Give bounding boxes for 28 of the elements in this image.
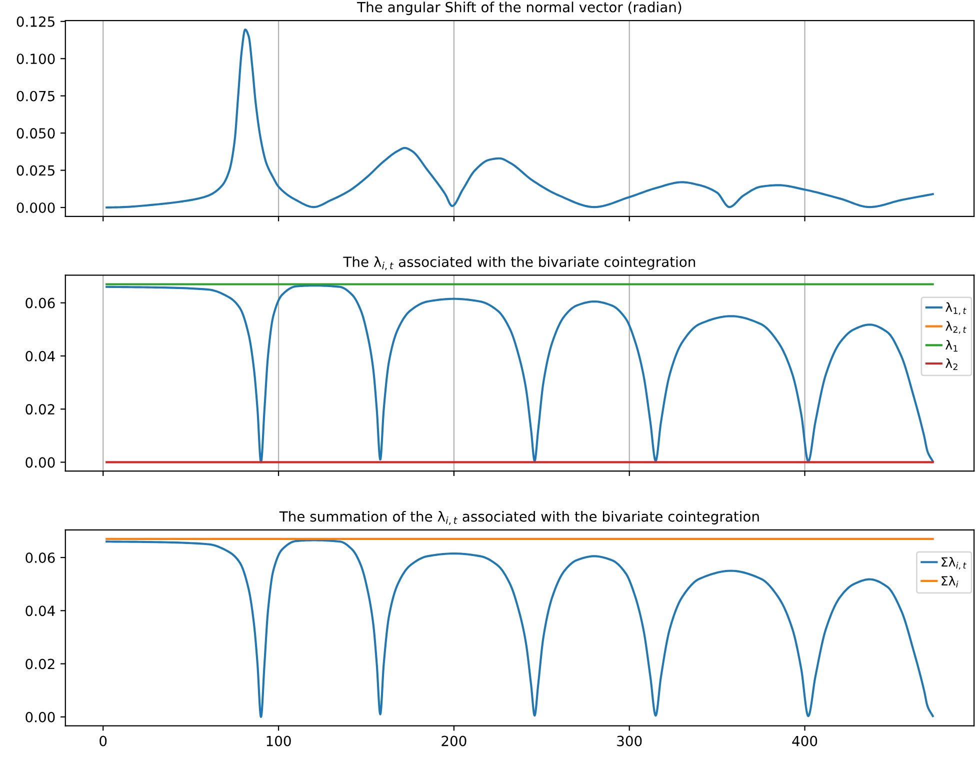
chart-title: The summation of the λ$_{i,t}$ associated with the bivariate cointegration (279, 511, 759, 525)
x-tick-label: 400 (792, 736, 818, 746)
chart-title: The λ$_{i,t}$ associated with the bivariate cointegration (343, 256, 696, 270)
x-tick-label: 100 (266, 736, 291, 746)
y-tick-label: 0.00 (26, 457, 55, 468)
y-tick-label: 0.050 (16, 128, 55, 139)
y-tick-label: 0.04 (26, 350, 55, 362)
y-tick-label: 0.06 (26, 552, 55, 563)
y-tick-label: 0.000 (16, 202, 55, 213)
legend-label: λ$_{2}$ (946, 358, 958, 370)
legend-label: Σλ$_{i,t}$ (942, 556, 966, 570)
y-tick-label: 0.02 (26, 404, 54, 415)
x-tick-label: 300 (617, 736, 642, 746)
x-tick-label: 0 (100, 736, 107, 746)
y-tick-label: 0.125 (16, 16, 54, 27)
y-tick-label: 0.02 (26, 658, 54, 670)
x-tick-label: 200 (442, 736, 466, 746)
y-tick-label: 0.00 (26, 712, 55, 722)
legend-label: λ$_{1}$ (946, 340, 958, 352)
y-tick-label: 0.100 (16, 54, 55, 64)
chart-title: The angular Shift of the normal vector (radian) (357, 2, 682, 16)
y-tick-label: 0.04 (26, 606, 55, 616)
legend-label: λ$_{1,t}$ (946, 302, 966, 315)
y-tick-label: 0.075 (16, 90, 54, 102)
y-tick-label: 0.025 (16, 165, 54, 176)
legend-label: λ$_{2,t}$ (946, 321, 966, 334)
y-tick-label: 0.06 (26, 298, 55, 308)
legend-label: Σλ$_{i}$ (942, 576, 958, 588)
